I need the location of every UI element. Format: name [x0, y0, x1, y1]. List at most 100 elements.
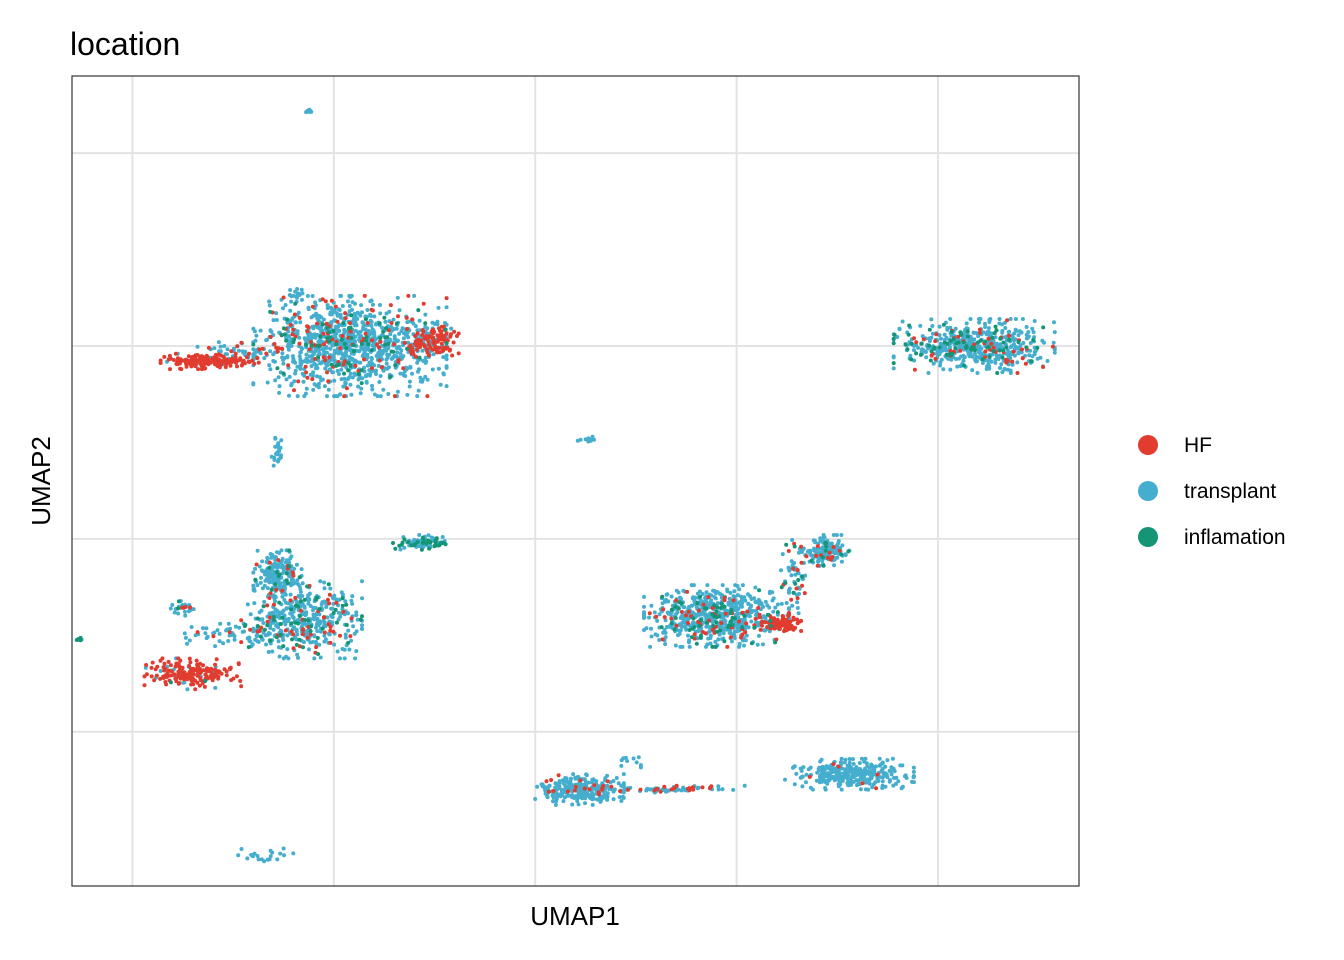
data-point	[362, 365, 367, 370]
data-point	[378, 374, 383, 378]
data-point	[259, 857, 264, 862]
data-point	[325, 306, 330, 311]
data-point	[388, 332, 393, 337]
data-point	[663, 642, 668, 647]
data-point	[838, 774, 843, 779]
data-point	[594, 779, 599, 784]
data-point	[233, 358, 238, 363]
data-point	[186, 354, 191, 359]
data-point	[313, 335, 318, 340]
data-point	[284, 377, 289, 382]
data-point	[927, 327, 932, 332]
data-point	[709, 593, 714, 598]
data-point	[880, 786, 885, 790]
data-point	[233, 624, 238, 629]
data-point	[887, 768, 892, 773]
data-point	[684, 627, 689, 632]
data-point	[972, 330, 977, 335]
data-point	[973, 351, 977, 356]
data-point	[1000, 329, 1005, 333]
data-point	[602, 793, 607, 798]
data-point	[642, 594, 646, 599]
data-point	[203, 678, 208, 683]
data-point	[1028, 341, 1033, 345]
data-point	[423, 374, 428, 379]
data-point	[714, 615, 719, 620]
data-point	[187, 638, 192, 643]
data-point	[559, 788, 564, 793]
data-point	[301, 632, 305, 637]
data-point	[590, 802, 595, 807]
data-point	[289, 381, 294, 386]
data-point	[1010, 359, 1015, 364]
data-point	[309, 315, 314, 320]
data-point	[535, 784, 540, 789]
data-point	[341, 609, 346, 614]
data-point	[991, 349, 996, 354]
data-point	[316, 355, 321, 360]
data-point	[812, 546, 816, 551]
data-point	[264, 642, 269, 647]
data-point	[394, 321, 399, 326]
data-point	[773, 605, 778, 610]
data-point	[851, 779, 856, 784]
data-point	[298, 320, 303, 325]
data-point	[768, 624, 773, 629]
data-point	[327, 592, 332, 597]
data-point	[360, 579, 364, 584]
data-point	[271, 615, 276, 619]
data-point	[274, 587, 279, 592]
data-point	[421, 328, 426, 333]
data-point	[405, 392, 410, 397]
data-point	[443, 321, 447, 325]
data-point	[252, 628, 257, 633]
data-point	[704, 616, 709, 621]
data-point	[326, 379, 331, 384]
data-point	[182, 631, 187, 636]
data-point	[398, 547, 403, 552]
data-point	[265, 603, 270, 608]
data-point	[731, 594, 736, 599]
data-point	[275, 857, 280, 862]
data-point	[566, 789, 570, 794]
data-point	[253, 577, 258, 582]
data-point	[251, 342, 256, 347]
data-point	[829, 770, 834, 775]
data-point	[324, 345, 329, 350]
data-point	[297, 341, 302, 346]
data-point	[725, 644, 730, 649]
data-point	[678, 622, 683, 627]
data-point	[843, 553, 848, 557]
data-point	[839, 552, 844, 557]
data-point	[271, 352, 276, 357]
data-point	[368, 318, 373, 323]
data-point	[359, 381, 364, 386]
data-point	[341, 384, 346, 389]
data-point	[292, 566, 297, 571]
data-point	[288, 556, 293, 561]
data-point	[231, 632, 236, 637]
data-point	[330, 595, 335, 599]
data-point	[412, 543, 417, 548]
data-point	[919, 341, 924, 346]
data-point	[289, 607, 293, 612]
data-point	[189, 625, 194, 629]
data-point	[621, 772, 626, 777]
data-point	[807, 774, 812, 779]
data-point	[572, 788, 577, 793]
data-point	[663, 618, 668, 623]
data-point	[269, 587, 274, 592]
data-point	[292, 337, 297, 342]
data-point	[962, 330, 967, 335]
data-point	[926, 371, 931, 375]
data-point	[295, 329, 300, 334]
data-point	[596, 792, 601, 797]
data-point	[838, 771, 842, 776]
data-point	[326, 582, 331, 587]
data-point	[560, 792, 564, 797]
data-point	[267, 299, 272, 304]
data-point	[258, 634, 263, 639]
data-point	[288, 598, 293, 603]
data-point	[293, 301, 298, 306]
data-point	[251, 382, 256, 387]
